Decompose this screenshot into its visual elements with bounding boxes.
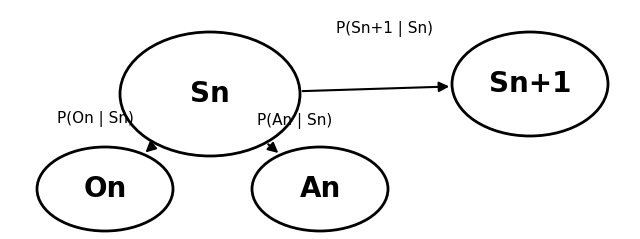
Text: Sn: Sn xyxy=(190,80,230,108)
Ellipse shape xyxy=(120,32,300,156)
Text: P(On | Sn): P(On | Sn) xyxy=(56,111,133,127)
Ellipse shape xyxy=(252,147,388,231)
Text: Sn+1: Sn+1 xyxy=(489,70,571,98)
Text: P(An | Sn): P(An | Sn) xyxy=(257,113,333,129)
Ellipse shape xyxy=(452,32,608,136)
Text: P(Sn+1 | Sn): P(Sn+1 | Sn) xyxy=(337,21,433,37)
Text: On: On xyxy=(83,175,127,203)
Text: An: An xyxy=(300,175,340,203)
Ellipse shape xyxy=(37,147,173,231)
